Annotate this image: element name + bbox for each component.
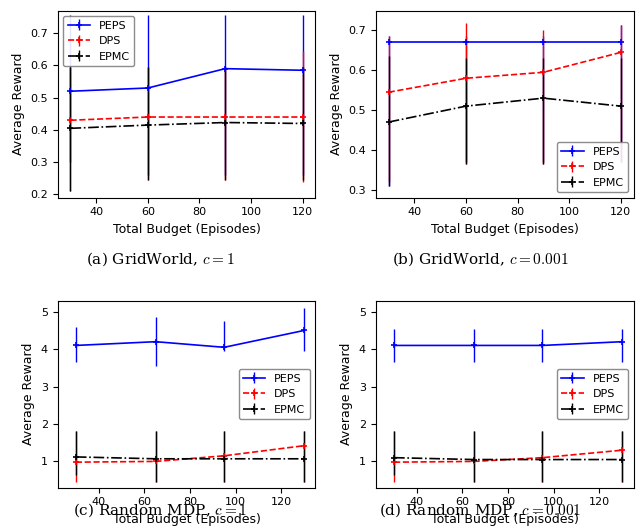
Text: (c) Random MDP, $c = 1$: (c) Random MDP, $c = 1$ bbox=[73, 502, 247, 519]
Legend: PEPS, DPS, EPMC: PEPS, DPS, EPMC bbox=[557, 369, 628, 419]
Legend: PEPS, DPS, EPMC: PEPS, DPS, EPMC bbox=[239, 369, 310, 419]
Y-axis label: Average Reward: Average Reward bbox=[22, 343, 35, 445]
X-axis label: Total Budget (Episodes): Total Budget (Episodes) bbox=[113, 513, 260, 526]
X-axis label: Total Budget (Episodes): Total Budget (Episodes) bbox=[113, 223, 260, 236]
X-axis label: Total Budget (Episodes): Total Budget (Episodes) bbox=[431, 223, 579, 236]
X-axis label: Total Budget (Episodes): Total Budget (Episodes) bbox=[431, 513, 579, 526]
Y-axis label: Average Reward: Average Reward bbox=[12, 53, 24, 155]
Y-axis label: Average Reward: Average Reward bbox=[330, 53, 343, 155]
Text: (d) Random MDP, $c = 0.001$: (d) Random MDP, $c = 0.001$ bbox=[379, 502, 581, 519]
Legend: PEPS, DPS, EPMC: PEPS, DPS, EPMC bbox=[63, 16, 134, 66]
Legend: PEPS, DPS, EPMC: PEPS, DPS, EPMC bbox=[557, 142, 628, 192]
Text: (a) GridWorld, $c = 1$: (a) GridWorld, $c = 1$ bbox=[86, 250, 234, 268]
Y-axis label: Average Reward: Average Reward bbox=[340, 343, 353, 445]
Text: (b) GridWorld, $c = 0.001$: (b) GridWorld, $c = 0.001$ bbox=[392, 250, 568, 268]
